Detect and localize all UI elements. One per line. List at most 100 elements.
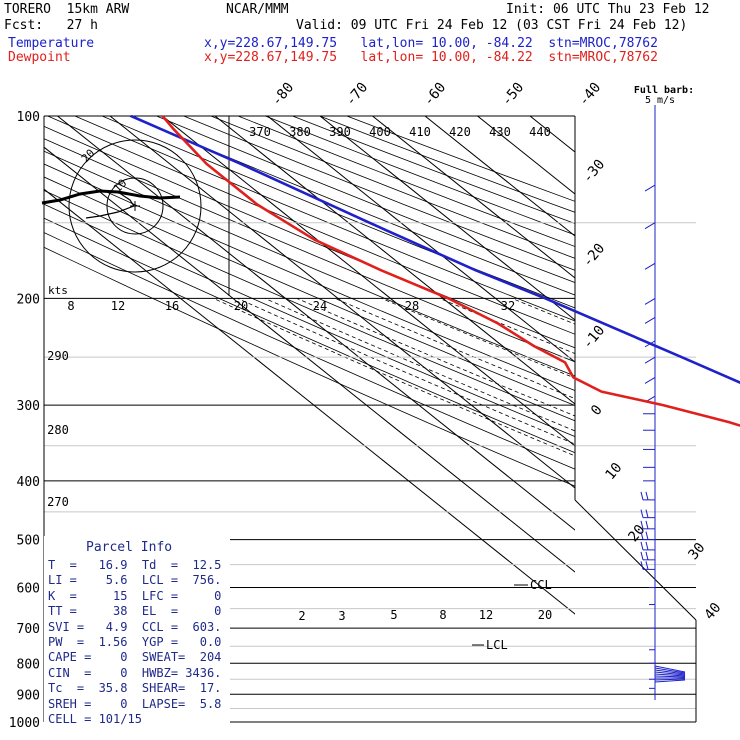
isotherm — [372, 116, 575, 279]
pressure-tick-100: 100 — [17, 110, 40, 125]
wind-barb-flag — [640, 531, 644, 540]
model-label: TORERO 15km ARW — [4, 2, 130, 17]
parcel-info-row: TT = 38 EL = 0 — [48, 604, 222, 619]
moist-adiabat — [674, 298, 740, 722]
dewpoint-location: x,y=228.67,149.75 lat,lon= 10.00, -84.22… — [204, 50, 658, 65]
theta-label: 430 — [489, 125, 511, 139]
mixing-ratio-label: 24 — [313, 299, 327, 313]
pressure-tick-200: 200 — [17, 292, 40, 307]
isotherm-label: -10 — [580, 323, 609, 353]
parcel-info-row: PW = 1.56 YGP = 0.0 — [48, 635, 222, 649]
wind-barb — [644, 356, 656, 364]
wind-barb — [644, 297, 656, 305]
grid-layer — [43, 115, 740, 723]
isotherm-label: -40 — [576, 80, 605, 110]
isotherm-label: 40 — [701, 600, 724, 623]
wind-barb-flag — [645, 531, 649, 540]
pressure-tick-300: 300 — [17, 399, 40, 414]
dry-adiabat — [346, 116, 575, 202]
isotherm-label: 30 — [685, 540, 708, 563]
wind-barb-flag — [645, 541, 649, 551]
hodo-ring-20 — [68, 139, 202, 273]
theta-label: 390 — [329, 125, 351, 139]
moist-adiabat — [296, 298, 575, 417]
low-mixing-label: 5 — [390, 608, 397, 622]
isotherm — [319, 116, 575, 321]
wind-barb — [644, 262, 656, 270]
theta-label: 440 — [529, 125, 551, 139]
isotherm-label: 20 — [625, 522, 648, 545]
hodo-ring-10 — [106, 177, 164, 235]
moist-adiabat — [596, 298, 740, 722]
isotherm-label: -30 — [580, 157, 609, 187]
wind-barb-flag — [645, 520, 649, 529]
theta-label: 420 — [449, 125, 471, 139]
parcel-info-panel — [44, 536, 230, 732]
wind-barb — [644, 222, 656, 230]
isotherm — [44, 146, 575, 573]
parcel-info-row: SREH = 0 LAPSE= 5.8 — [48, 696, 222, 711]
temperature-location: x,y=228.67,149.75 lat,lon= 10.00, -84.22… — [204, 36, 658, 51]
low-level-barb — [654, 671, 686, 676]
mixing-ratio-label: 32 — [501, 299, 515, 313]
parcel-info-row: K = 15 LFC = 0 — [48, 588, 222, 603]
dry-adiabat — [156, 116, 575, 284]
pressure-tick-1000: 1000 — [9, 716, 40, 731]
low-mixing-label: 2 — [298, 609, 305, 623]
mixing-ratio-label: 16 — [165, 299, 179, 313]
wind-barb-flag — [645, 491, 649, 501]
barb-value-label: 5 m/s — [645, 95, 675, 106]
moist-adiabat — [334, 298, 575, 400]
parcel-info-row: T = 16.9 Td = 12.5 — [48, 558, 222, 572]
pressure-tick-600: 600 — [17, 582, 40, 597]
hodo-trace-inner — [85, 191, 135, 219]
low-mixing-label: 12 — [479, 608, 493, 622]
temperature-legend: Temperature — [8, 36, 95, 51]
isotherm — [57, 116, 575, 531]
isotherm — [214, 116, 575, 405]
low-level-barb — [654, 669, 686, 675]
moist-adiabat — [511, 298, 575, 325]
pressure-tick-900: 900 — [17, 688, 40, 703]
wind-barb-flag — [640, 551, 644, 560]
pressure-tick-800: 800 — [17, 657, 40, 672]
valid-time: Valid: 09 UTC Fri 24 Feb 12 (03 CST Fri … — [296, 18, 688, 33]
forecast-hour: Fcst: 27 h — [4, 18, 98, 33]
temperature-profile-line — [130, 114, 740, 384]
isotherm-label: -70 — [343, 80, 372, 110]
low-level-barb — [654, 673, 686, 677]
parcel-info-row: CAPE = 0 SWEAT= 204 — [48, 650, 222, 665]
isotherm — [44, 188, 575, 615]
dry-adiabat — [183, 116, 575, 271]
full-barb-label: Full barb: — [634, 85, 694, 96]
dewpoint-legend: Dewpoint — [8, 50, 71, 65]
pressure-tick-400: 400 — [17, 475, 40, 490]
wind-barb-flag — [640, 509, 644, 518]
hodo-label-20: 20 — [79, 147, 98, 166]
theta-label: 400 — [369, 125, 391, 139]
dry-adiabat — [292, 116, 575, 224]
moist-adiabat — [264, 298, 575, 432]
low-level-barb — [654, 679, 686, 683]
isotherm — [529, 116, 575, 153]
isotherm-label: -20 — [580, 241, 609, 271]
plot-slant-border — [574, 499, 697, 621]
pressure-tick-500: 500 — [17, 534, 40, 549]
low-mixing-label: 8 — [439, 608, 446, 622]
hodo-trace — [41, 189, 181, 205]
org-label: NCAR/MMM — [226, 2, 289, 17]
low-mixing-label: 20 — [538, 608, 552, 622]
theta-side-label: 280 — [47, 423, 69, 437]
isotherm-label: 0 — [588, 402, 606, 419]
isotherm — [162, 116, 575, 447]
low-mixing-label: 3 — [338, 609, 345, 623]
theta-label: 370 — [249, 125, 271, 139]
mixing-ratio-label: 28 — [405, 299, 419, 313]
isotherm — [109, 116, 575, 489]
wind-barb-flag — [640, 541, 644, 551]
wind-barb-flag — [645, 509, 649, 518]
mixing-ratio-label: 8 — [67, 299, 74, 313]
isotherm — [267, 116, 575, 363]
wind-barb — [644, 317, 656, 324]
wind-barb — [644, 184, 656, 192]
